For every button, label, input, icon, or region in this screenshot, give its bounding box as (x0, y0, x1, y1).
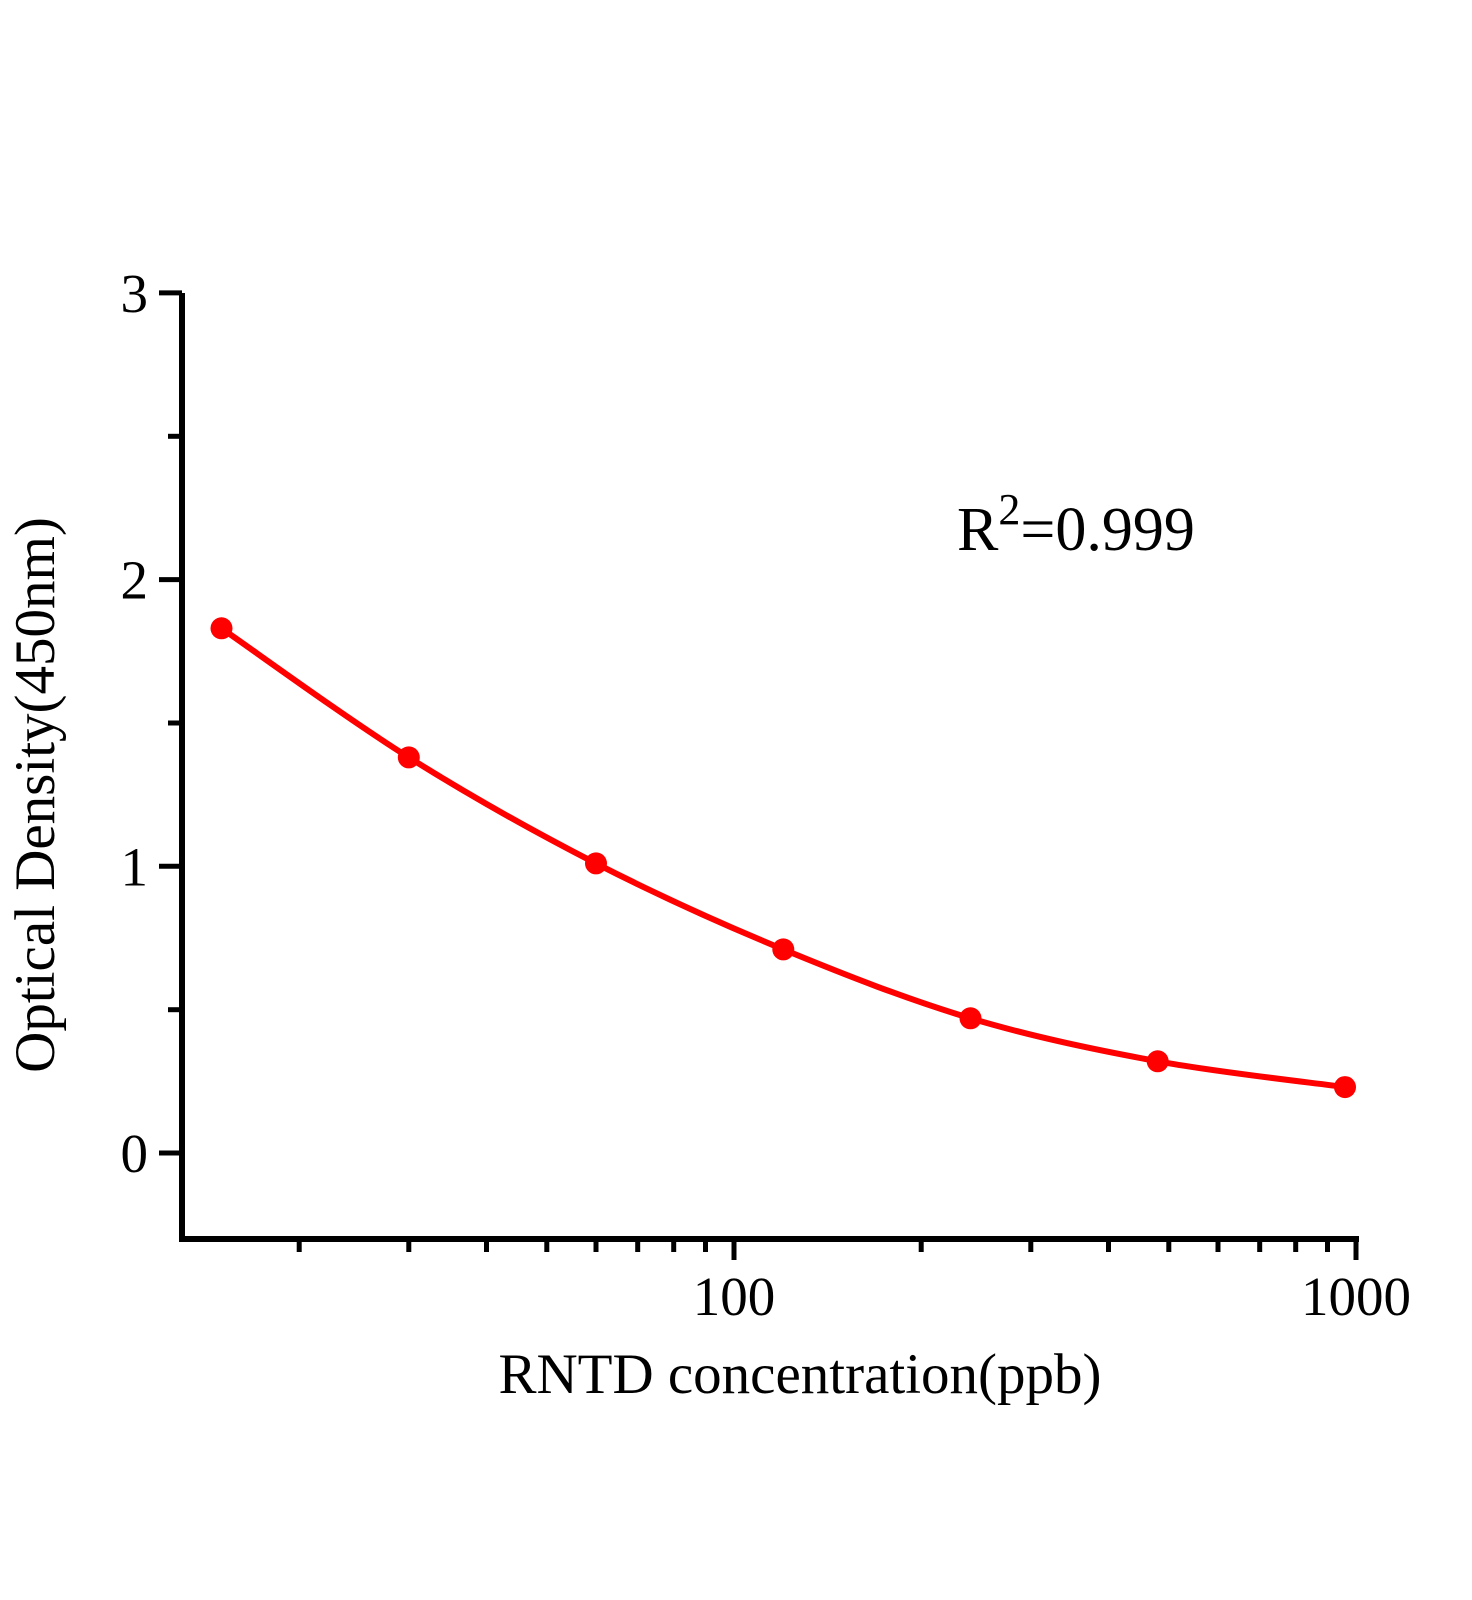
y-tick-label: 0 (121, 1123, 149, 1184)
data-point (1146, 1050, 1169, 1073)
x-tick-label: 1000 (1301, 1266, 1411, 1327)
y-axis-title: Optical Density(450nm) (4, 517, 67, 1073)
data-point (772, 938, 795, 961)
y-tick-label: 1 (121, 836, 149, 897)
curve-line (218, 625, 1348, 1091)
y-tick-label: 2 (121, 550, 149, 611)
axes-frame (179, 293, 1359, 1242)
y-tick-label: 3 (121, 263, 149, 324)
data-point (585, 852, 607, 875)
x-axis-title: RNTD concentration(ppb) (498, 1343, 1101, 1406)
data-point (1334, 1076, 1356, 1099)
r-squared-annotation: R2=0.999 (957, 485, 1195, 564)
x-tick-label: 100 (693, 1266, 776, 1327)
data-point (210, 617, 233, 640)
data-point (959, 1007, 982, 1030)
data-point (397, 746, 420, 769)
